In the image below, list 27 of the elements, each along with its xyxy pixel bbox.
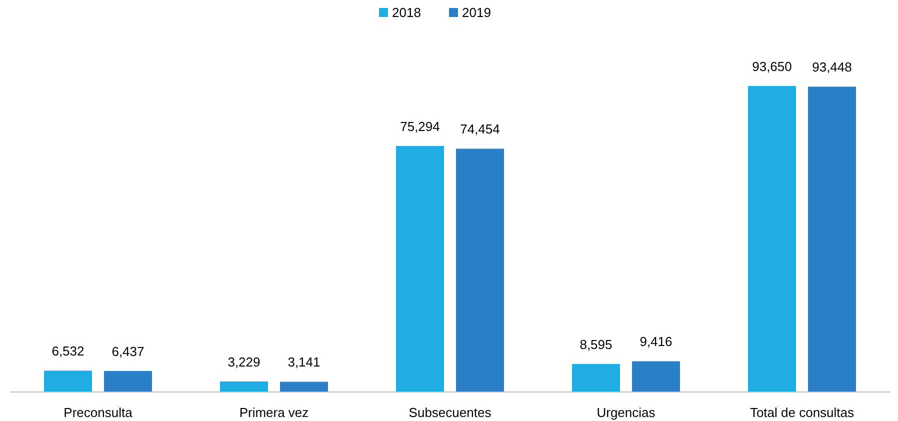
data-label: 74,454: [460, 122, 500, 137]
data-label: 6,532: [52, 344, 84, 359]
bar: [44, 370, 92, 392]
x-tick-label: Urgencias: [596, 405, 656, 420]
bar: [104, 370, 152, 392]
bar: [808, 86, 856, 392]
bar: [280, 382, 328, 392]
bar: [396, 146, 444, 392]
bar: [220, 381, 268, 392]
data-label: 8,595: [580, 336, 612, 352]
bar: [632, 361, 680, 392]
legend-label: 2019: [462, 5, 491, 20]
data-label: 75,294: [400, 118, 440, 134]
x-tick-label: Primera vez: [239, 405, 309, 420]
data-label: 6,437: [112, 344, 144, 359]
data-label: 93,650: [752, 59, 792, 74]
data-label: 3,229: [228, 354, 260, 370]
data-label: 9,416: [640, 334, 672, 350]
x-tick-label: Preconsulta: [64, 405, 134, 420]
bar: [572, 364, 620, 392]
bar: [456, 148, 504, 392]
bar: [748, 86, 796, 392]
x-tick-label: Subsecuentes: [408, 405, 492, 420]
data-label: 3,141: [288, 354, 320, 370]
x-tick-label: Total de consultas: [750, 405, 855, 420]
data-label: 93,448: [812, 60, 852, 75]
legend-label: 2018: [392, 5, 421, 20]
